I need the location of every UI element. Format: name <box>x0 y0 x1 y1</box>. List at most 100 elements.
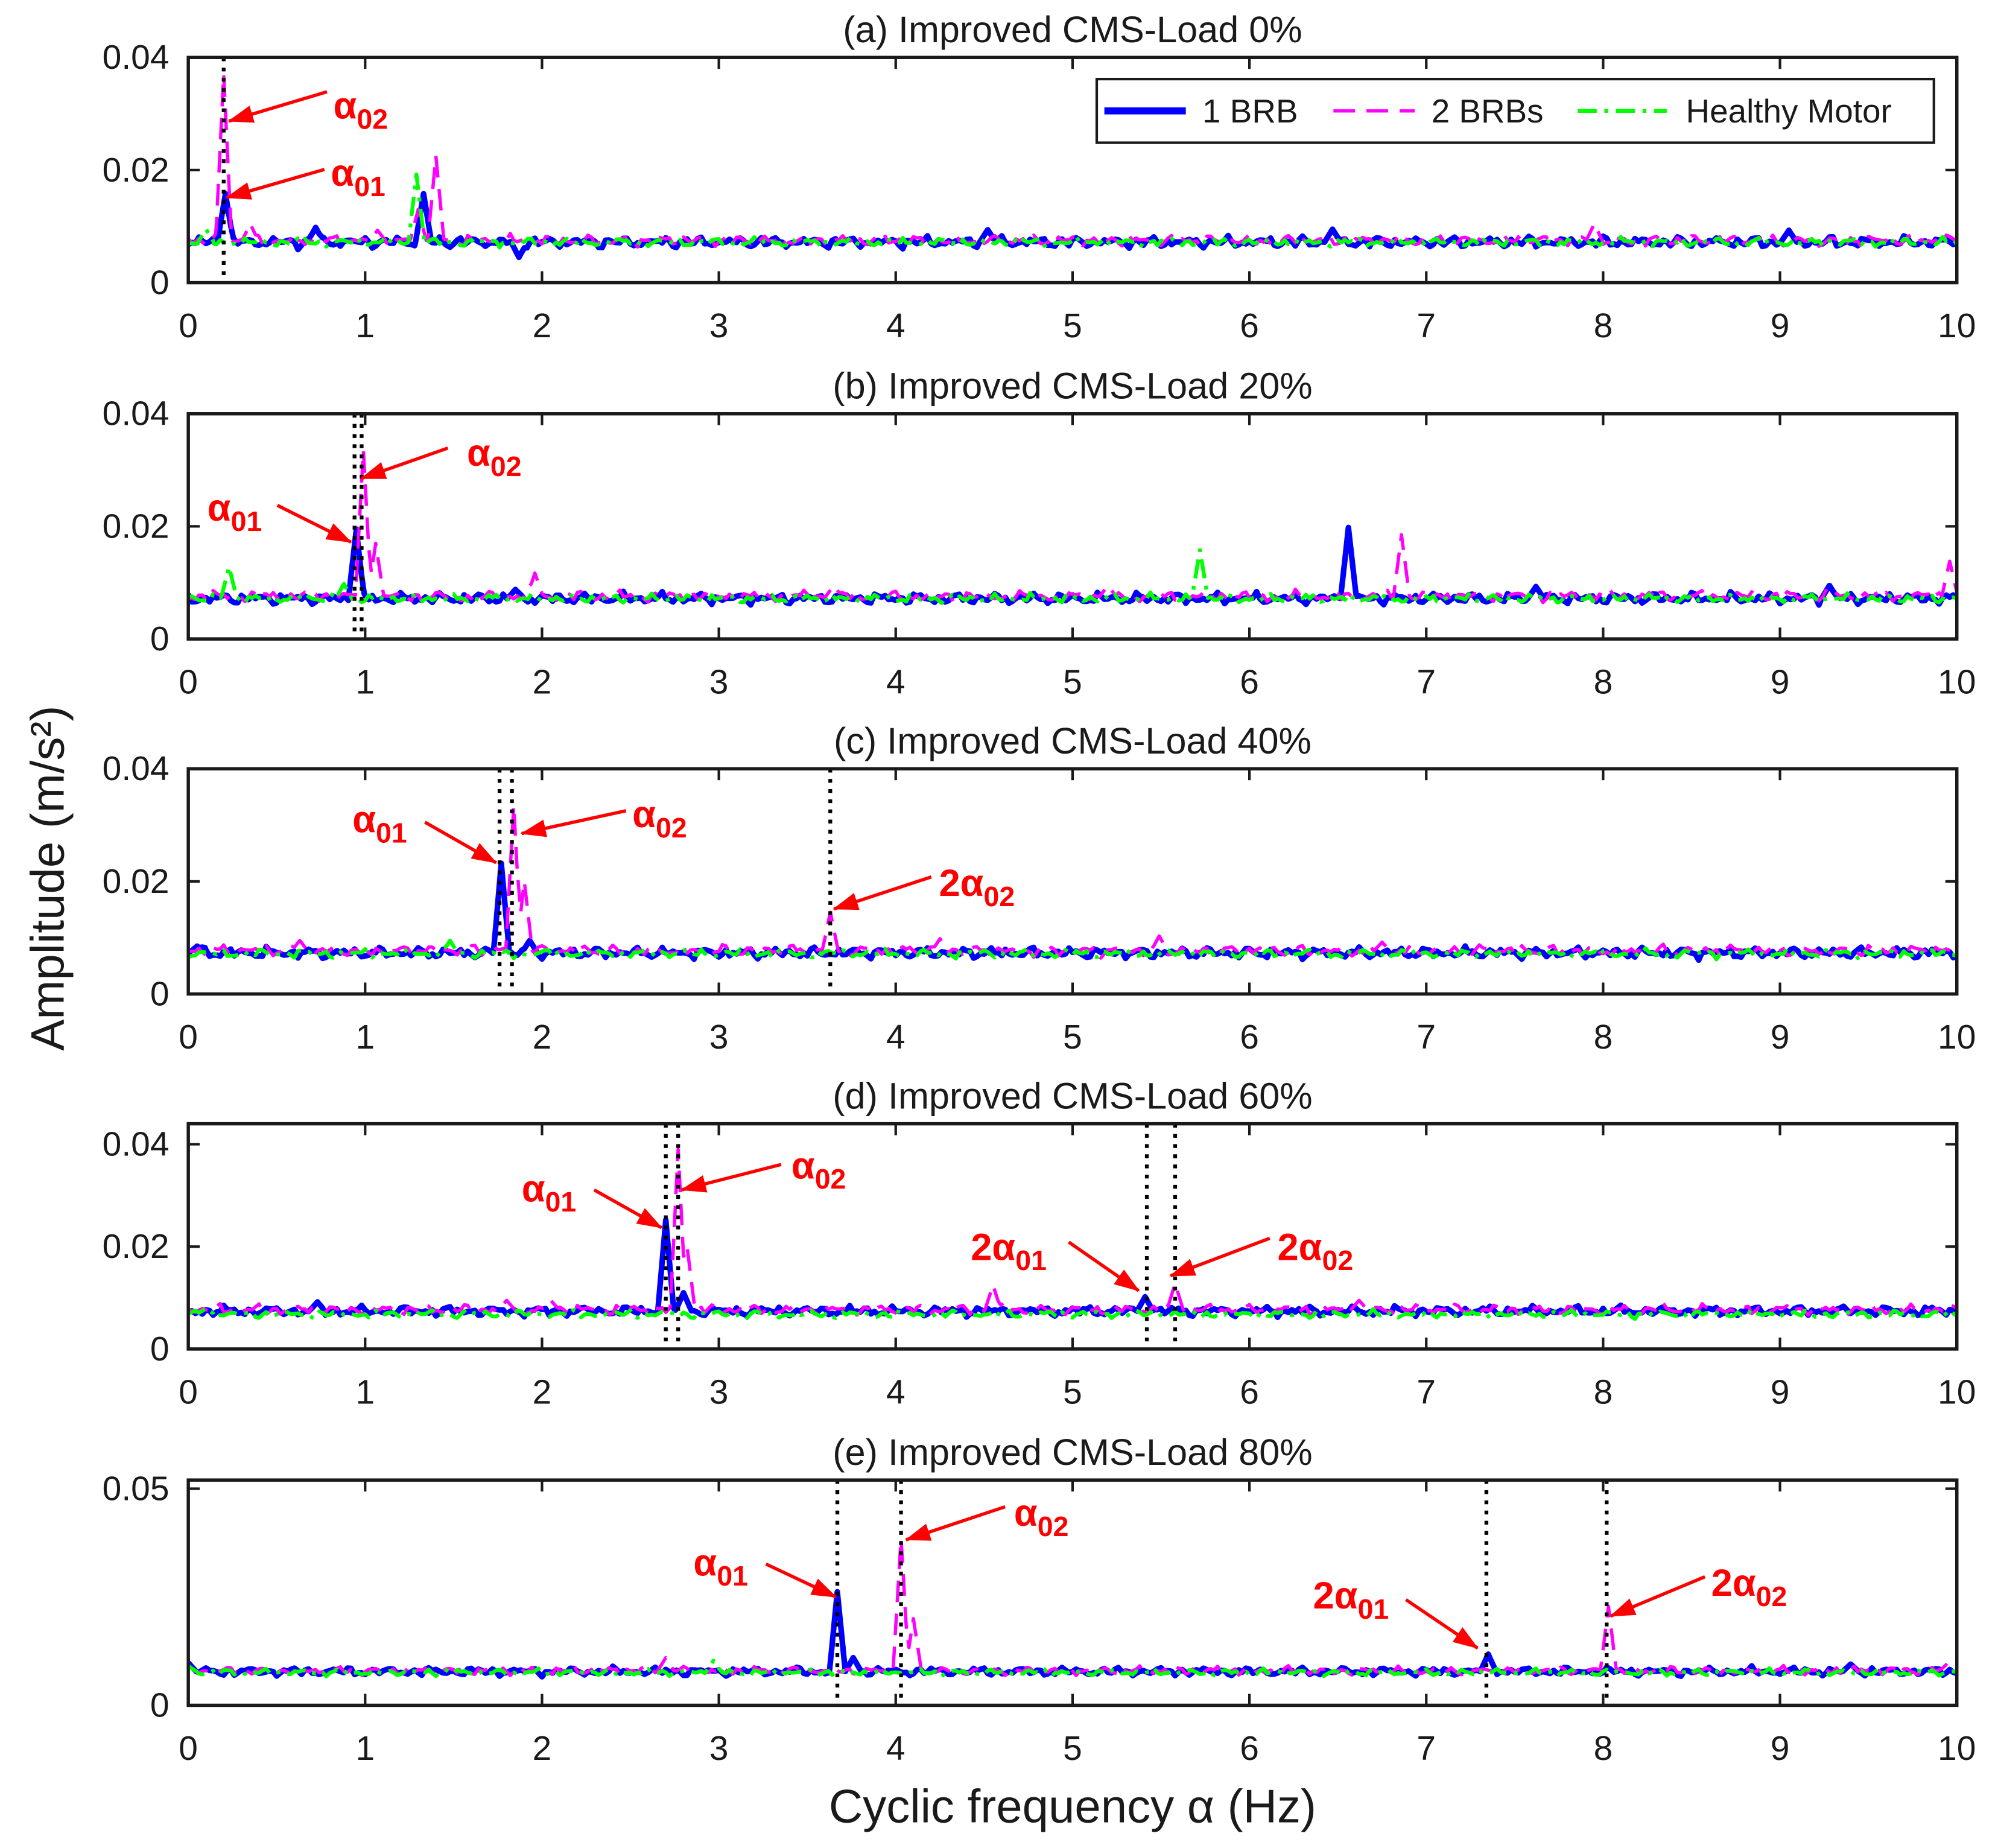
y-tick-label: 0 <box>150 974 170 1013</box>
annotation-label: 2α02 <box>1711 1562 1787 1612</box>
x-tick-label: 8 <box>1594 1018 1613 1056</box>
annotation-arrow <box>520 809 627 837</box>
x-tick-label: 7 <box>1416 1373 1436 1412</box>
y-axis-label: Amplitude (m/s²) <box>21 705 74 1050</box>
x-tick-label: 1 <box>355 1018 375 1056</box>
y-tick-label: 0 <box>150 264 170 302</box>
annotation-label: α01 <box>331 152 385 202</box>
annotation-symbol: 2α <box>1313 1575 1358 1617</box>
x-tick-label: 8 <box>1594 663 1613 702</box>
y-tick-label: 0 <box>150 620 170 658</box>
annotation-symbol: α <box>467 432 490 474</box>
x-tick-label: 9 <box>1771 663 1790 702</box>
annotation-label: 2α01 <box>971 1226 1047 1276</box>
annotation-arrow <box>1169 1236 1270 1278</box>
x-tick-label: 5 <box>1063 1373 1082 1412</box>
x-tick-label: 5 <box>1063 663 1082 702</box>
annotation-subscript: 01 <box>545 1186 577 1218</box>
x-tick-label: 2 <box>533 663 552 702</box>
x-tick-label: 0 <box>179 1018 198 1056</box>
x-tick-label: 6 <box>1240 663 1259 702</box>
plot-area <box>188 769 1957 994</box>
legend-label-healthy-motor: Healthy Motor <box>1686 92 1891 130</box>
legend-label-2-brbs: 2 BRBs <box>1432 92 1544 130</box>
annotation-symbol: α <box>632 793 656 836</box>
x-tick-label: 8 <box>1594 1373 1613 1412</box>
x-tick-label: 1 <box>355 1729 375 1768</box>
annotation-arrow <box>765 1562 837 1599</box>
series-group <box>188 448 1957 608</box>
x-tick-label: 0 <box>179 306 198 345</box>
y-tick-label: 0.02 <box>103 862 170 901</box>
annotation-arrow <box>227 90 328 123</box>
x-tick-label: 4 <box>886 663 906 702</box>
x-tick-label: 6 <box>1240 1729 1259 1768</box>
series-line-healthy-motor <box>188 173 1957 250</box>
x-tick-label: 10 <box>1938 1373 1976 1412</box>
x-tick-label: 3 <box>709 306 729 345</box>
annotation-arrow <box>904 1505 1006 1542</box>
annotation-label: α01 <box>352 799 407 849</box>
x-tick-label: 9 <box>1771 1018 1790 1056</box>
y-tick-label: 0.04 <box>103 749 170 788</box>
x-tick-label: 5 <box>1063 306 1082 345</box>
annotation-subscript: 01 <box>354 171 385 202</box>
x-tick-label: 0 <box>179 1729 198 1768</box>
annotation-symbol: 2α <box>971 1226 1015 1268</box>
annotation-label: 2α02 <box>939 862 1015 912</box>
plot-area <box>188 413 1957 640</box>
panel-title: (e) Improved CMS-Load 80% <box>833 1432 1312 1473</box>
y-tick-label: 0.04 <box>103 1125 170 1164</box>
x-tick-label: 1 <box>355 663 375 702</box>
annotation-arrow <box>276 504 352 544</box>
series-line-healthy-motor <box>188 938 1957 962</box>
annotation-subscript: 02 <box>656 812 687 843</box>
series-line-healthy-motor <box>188 548 1957 605</box>
x-tick-label: 7 <box>1416 663 1436 702</box>
x-tick-label: 2 <box>533 1018 552 1056</box>
annotation-arrow <box>1610 1575 1706 1618</box>
annotation-arrow <box>424 821 498 865</box>
x-tick-label: 2 <box>533 306 552 345</box>
x-tick-label: 3 <box>709 1018 729 1056</box>
annotation-label: 2α01 <box>1313 1575 1389 1625</box>
annotation-symbol: α <box>791 1145 815 1187</box>
x-tick-label: 1 <box>355 1373 375 1412</box>
annotation-symbol: α <box>1014 1492 1038 1534</box>
x-tick-label: 2 <box>533 1729 552 1768</box>
y-tick-label: 0 <box>150 1686 170 1724</box>
panel-title: (d) Improved CMS-Load 60% <box>833 1075 1312 1116</box>
x-tick-label: 0 <box>179 663 198 702</box>
legend-label-1-brb: 1 BRB <box>1202 92 1298 130</box>
x-tick-label: 7 <box>1416 1729 1436 1768</box>
x-tick-label: 6 <box>1240 306 1259 345</box>
annotation-symbol: α <box>522 1167 545 1210</box>
annotation-label: α02 <box>1014 1492 1069 1542</box>
annotation-arrow <box>1068 1240 1140 1292</box>
annotation-label: 2α02 <box>1277 1226 1353 1276</box>
x-tick-label: 10 <box>1938 306 1976 345</box>
legend: 1 BRB 2 BRBs Healthy Motor <box>1095 77 1935 144</box>
series-line-healthy-motor <box>188 1659 1957 1678</box>
y-tick-label: 0 <box>150 1330 170 1368</box>
annotation-subscript: 01 <box>376 818 407 849</box>
annotation-arrow <box>680 1163 782 1193</box>
legend-box <box>1095 77 1935 144</box>
x-tick-label: 9 <box>1771 306 1790 345</box>
annotation-subscript: 02 <box>357 103 388 135</box>
y-tick-label: 0.04 <box>103 38 170 77</box>
annotation-arrow <box>1404 1598 1479 1650</box>
x-tick-label: 8 <box>1594 306 1613 345</box>
annotation-subscript: 02 <box>1756 1581 1787 1612</box>
annotation-arrow <box>833 875 932 911</box>
annotation-symbol: α <box>334 84 357 127</box>
y-tick-label: 0.02 <box>103 1227 170 1266</box>
series-group <box>188 1148 1957 1321</box>
x-axis-label: Cyclic frequency α (Hz) <box>829 1779 1316 1832</box>
annotation-arrow <box>593 1188 663 1230</box>
panel-title: (c) Improved CMS-Load 40% <box>834 720 1311 761</box>
annotation-symbol: 2α <box>939 862 983 904</box>
annotation-symbol: α <box>331 152 354 194</box>
